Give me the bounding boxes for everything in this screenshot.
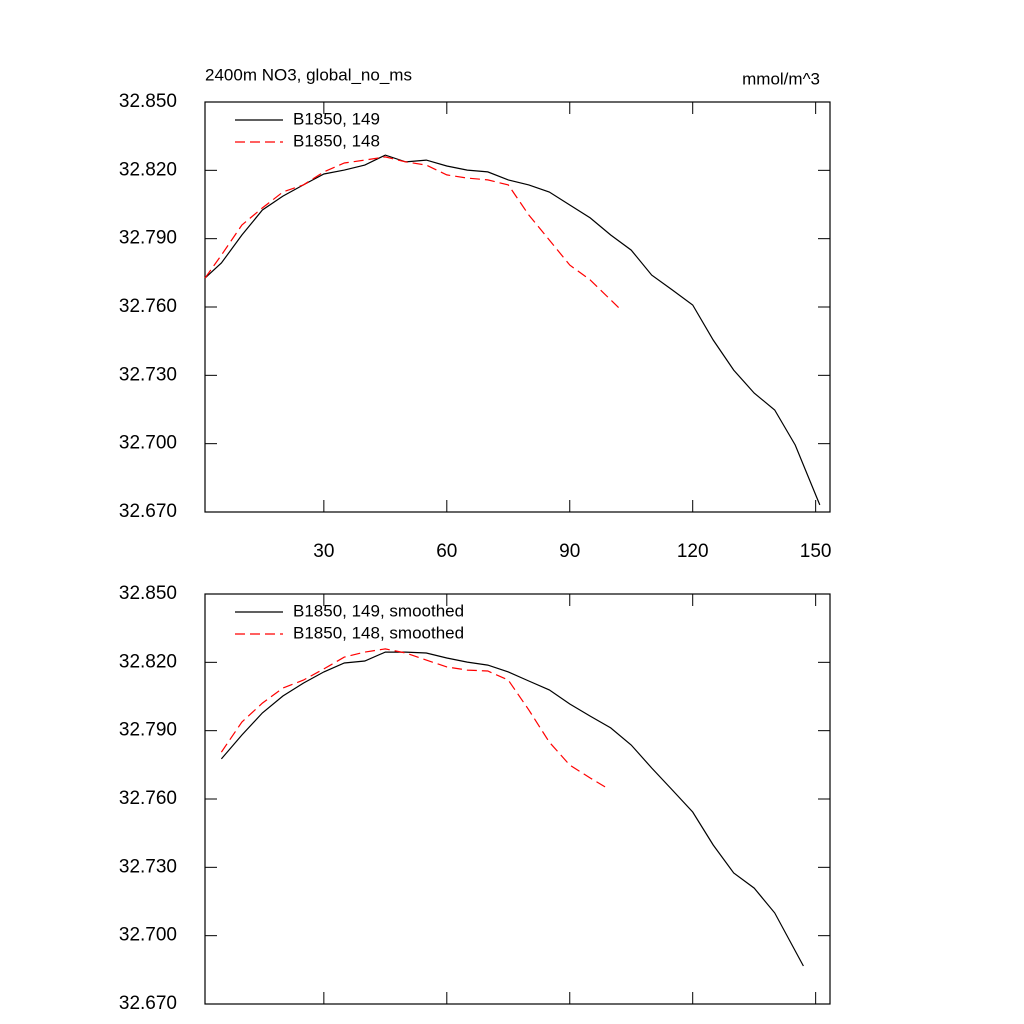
y-tick-label: 32.730 <box>119 856 177 877</box>
x-tick-label: 30 <box>313 541 334 562</box>
y-tick-label: 32.790 <box>119 720 177 741</box>
legend-label: B1850, 149, smoothed <box>293 601 464 620</box>
y-tick-label: 32.820 <box>119 651 177 672</box>
y-tick-label: 32.700 <box>119 433 177 454</box>
series-line <box>220 651 804 967</box>
y-tick-label: 32.850 <box>119 91 177 112</box>
legend-label: B1850, 148, smoothed <box>293 623 464 642</box>
plot-frame <box>204 593 831 1005</box>
y-tick-label: 32.670 <box>119 993 177 1014</box>
x-tick-label: 150 <box>800 541 832 562</box>
x-tick-label: 120 <box>677 541 709 562</box>
y-tick-label: 32.700 <box>119 925 177 946</box>
y-tick-label: 32.670 <box>119 501 177 522</box>
series-line <box>204 154 821 506</box>
x-tick-label: 60 <box>436 541 457 562</box>
legend-label: B1850, 149 <box>293 109 380 128</box>
y-tick-label: 32.760 <box>119 788 177 809</box>
series-line <box>220 648 607 789</box>
y-tick-label: 32.790 <box>119 228 177 249</box>
y-tick-label: 32.760 <box>119 296 177 317</box>
chart-title: 2400m NO3, global_no_ms <box>205 65 412 84</box>
series-line <box>204 156 620 309</box>
plot-frame <box>204 101 831 513</box>
y-tick-label: 32.730 <box>119 364 177 385</box>
x-tick-label: 90 <box>559 541 580 562</box>
units-label: mmol/m^3 <box>742 69 820 88</box>
y-tick-label: 32.850 <box>119 583 177 604</box>
legend-label: B1850, 148 <box>293 131 380 150</box>
y-tick-label: 32.820 <box>119 159 177 180</box>
